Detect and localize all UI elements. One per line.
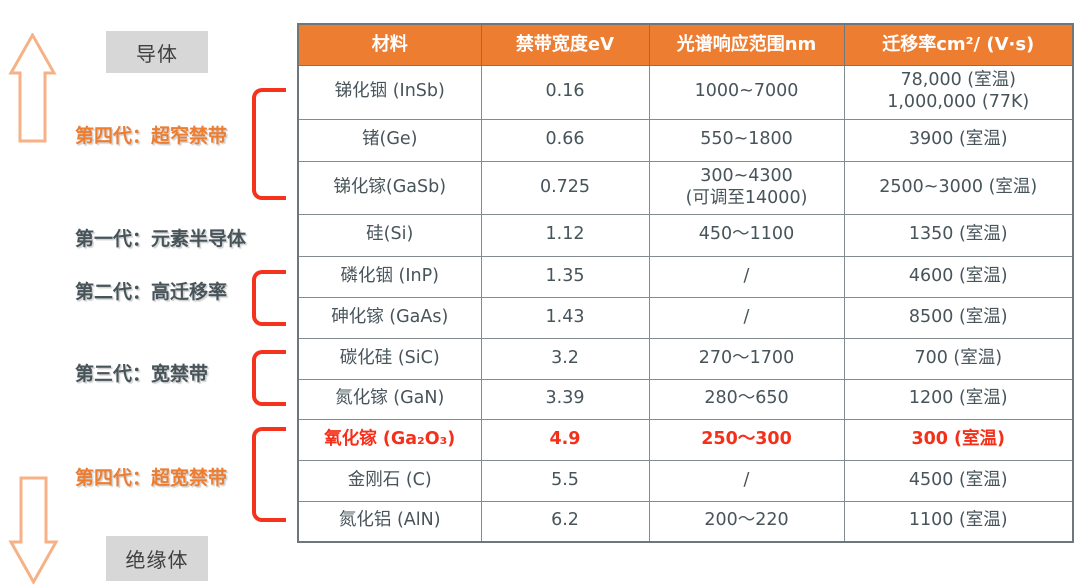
header-bandgap: 禁带宽度eV	[480, 23, 650, 66]
generation-label-2nd: 第二代：高迁移率	[75, 281, 228, 303]
generation-label-1st: 第一代：元素半导体	[75, 228, 247, 250]
group-bracket-3rd	[252, 350, 286, 406]
cell-bandgap: 0.16	[480, 64, 650, 120]
down-arrow-icon	[8, 476, 59, 586]
cell-mobility: 700 (室温)	[843, 337, 1074, 380]
cell-bandgap: 0.725	[480, 160, 650, 215]
materials-table: 材料 禁带宽度eV 光谱响应范围nm 迁移率cm²/ (V·s) 锑化铟 (In…	[297, 23, 1074, 543]
cell-bandgap: 1.12	[480, 213, 650, 257]
cell-spectral: 280～650	[648, 378, 845, 420]
cell-material: 氮化铝 (AlN)	[297, 500, 482, 543]
table-row: 氮化镓 (GaN) 3.39 280～650 1200 (室温)	[297, 378, 1074, 420]
group-bracket-2nd	[252, 270, 286, 326]
cell-bandgap: 1.43	[480, 296, 650, 339]
table-row: 氮化铝 (AlN) 6.2 200～220 1100 (室温)	[297, 500, 1074, 543]
cell-spectral: 300~4300 (可调至14000)	[648, 160, 845, 215]
table-row: 硅(Si) 1.12 450～1100 1350 (室温)	[297, 213, 1074, 257]
table-row: 锗(Ge) 0.66 550~1800 3900 (室温)	[297, 118, 1074, 162]
cell-spectral: 1000~7000	[648, 64, 845, 120]
cell-mobility: 8500 (室温)	[843, 296, 1074, 339]
cell-spectral: /	[648, 296, 845, 339]
cell-material: 锗(Ge)	[297, 118, 482, 162]
cell-spectral: /	[648, 459, 845, 502]
cell-mobility: 3900 (室温)	[843, 118, 1074, 162]
cell-spectral: 450～1100	[648, 213, 845, 257]
generation-label-3rd: 第三代：宽禁带	[75, 363, 209, 385]
cell-mobility: 1350 (室温)	[843, 213, 1074, 257]
cell-material: 氧化镓 (Ga₂O₃)	[297, 418, 482, 461]
cell-bandgap: 1.35	[480, 255, 650, 298]
cell-material: 氮化镓 (GaN)	[297, 378, 482, 420]
cell-bandgap: 3.2	[480, 337, 650, 380]
up-arrow-icon	[8, 31, 57, 147]
group-bracket-4th-wide	[252, 427, 286, 522]
cell-material: 锑化镓(GaSb)	[297, 160, 482, 215]
cell-mobility: 4600 (室温)	[843, 255, 1074, 298]
header-spectral-range: 光谱响应范围nm	[648, 23, 845, 66]
cell-material: 金刚石 (C)	[297, 459, 482, 502]
cell-mobility: 4500 (室温)	[843, 459, 1074, 502]
generation-label-4th-narrow: 第四代：超窄禁带	[75, 125, 228, 147]
cell-spectral: 250～300	[648, 418, 845, 461]
materials-table-wrapper: 材料 禁带宽度eV 光谱响应范围nm 迁移率cm²/ (V·s) 锑化铟 (In…	[297, 23, 1074, 543]
cell-material: 砷化镓 (GaAs)	[297, 296, 482, 339]
table-row: 砷化镓 (GaAs) 1.43 / 8500 (室温)	[297, 296, 1074, 339]
cell-spectral: 270～1700	[648, 337, 845, 380]
cell-spectral: 550~1800	[648, 118, 845, 162]
table-header-row: 材料 禁带宽度eV 光谱响应范围nm 迁移率cm²/ (V·s)	[297, 23, 1074, 66]
cell-spectral: 200～220	[648, 500, 845, 543]
insulator-label: 绝缘体	[106, 536, 208, 581]
table-row: 锑化镓(GaSb) 0.725 300~4300 (可调至14000) 2500…	[297, 160, 1074, 215]
header-mobility: 迁移率cm²/ (V·s)	[843, 23, 1074, 66]
cell-mobility: 1200 (室温)	[843, 378, 1074, 420]
cell-bandgap: 4.9	[480, 418, 650, 461]
cell-mobility: 300 (室温)	[843, 418, 1074, 461]
cell-material: 磷化铟 (InP)	[297, 255, 482, 298]
header-material: 材料	[297, 23, 482, 66]
cell-bandgap: 0.66	[480, 118, 650, 162]
cell-mobility: 2500~3000 (室温)	[843, 160, 1074, 215]
cell-material: 碳化硅 (SiC)	[297, 337, 482, 380]
cell-bandgap: 5.5	[480, 459, 650, 502]
table-row: 磷化铟 (InP) 1.35 / 4600 (室温)	[297, 255, 1074, 298]
cell-mobility: 78,000 (室温) 1,000,000 (77K)	[843, 64, 1074, 120]
cell-bandgap: 6.2	[480, 500, 650, 543]
generation-label-4th-wide: 第四代：超宽禁带	[75, 467, 228, 489]
cell-spectral: /	[648, 255, 845, 298]
cell-mobility: 1100 (室温)	[843, 500, 1074, 543]
group-bracket-4th-narrow	[252, 88, 286, 200]
table-row: 金刚石 (C) 5.5 / 4500 (室温)	[297, 459, 1074, 502]
cell-material: 锑化铟 (InSb)	[297, 64, 482, 120]
cell-material: 硅(Si)	[297, 213, 482, 257]
cell-bandgap: 3.39	[480, 378, 650, 420]
table-row: 碳化硅 (SiC) 3.2 270～1700 700 (室温)	[297, 337, 1074, 380]
table-row-gallium-oxide: 氧化镓 (Ga₂O₃) 4.9 250～300 300 (室温)	[297, 418, 1074, 461]
conductor-label: 导体	[106, 31, 208, 73]
table-row: 锑化铟 (InSb) 0.16 1000~7000 78,000 (室温) 1,…	[297, 64, 1074, 120]
